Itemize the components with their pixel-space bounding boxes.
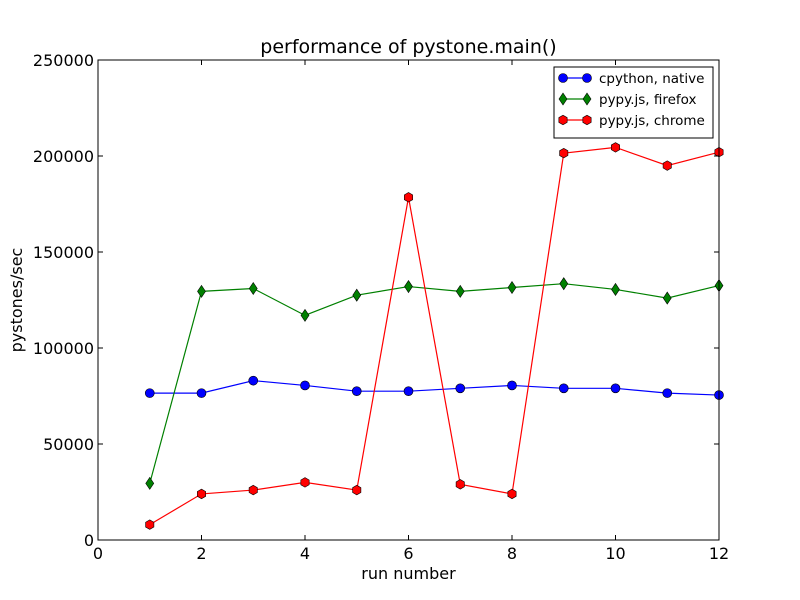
data-point xyxy=(145,519,155,530)
series-line xyxy=(149,380,720,396)
y-tick-label: 250000 xyxy=(33,51,94,70)
data-point xyxy=(507,380,517,391)
x-tick-label: 0 xyxy=(93,544,103,563)
data-point xyxy=(196,388,207,398)
data-point xyxy=(351,386,362,397)
data-point xyxy=(559,277,569,291)
data-point xyxy=(352,288,362,302)
data-point xyxy=(611,142,620,153)
series-3 xyxy=(145,142,724,530)
legend: cpython, native pypy.js, firefox pypy.js, … xyxy=(553,66,714,139)
series-2 xyxy=(145,277,724,490)
data-point xyxy=(662,160,672,171)
plot-area xyxy=(144,142,724,530)
data-point xyxy=(300,308,310,322)
data-point xyxy=(300,380,310,391)
data-point xyxy=(248,281,258,296)
data-point xyxy=(455,479,465,490)
chart-title: performance of pystone.main() xyxy=(260,36,556,58)
data-point xyxy=(248,375,259,386)
legend-label: pypy.js, firefox xyxy=(599,92,697,108)
legend-label: cpython, native xyxy=(599,71,704,87)
y-tick-label: 0 xyxy=(84,531,94,550)
y-tick-label: 150000 xyxy=(33,243,94,262)
data-point xyxy=(404,280,413,294)
legend-marker xyxy=(582,92,592,106)
data-point xyxy=(455,284,465,298)
x-tick-label: 4 xyxy=(300,544,310,563)
x-axis-title: run number xyxy=(361,564,456,583)
legend-box xyxy=(553,66,714,139)
y-tick-label: 50000 xyxy=(43,435,94,454)
data-point xyxy=(507,280,517,295)
legend-marker xyxy=(558,73,568,83)
series-line xyxy=(149,283,720,484)
data-point xyxy=(662,291,672,305)
x-tick-label: 2 xyxy=(196,544,206,563)
data-point xyxy=(300,477,310,488)
x-tick-label: 8 xyxy=(507,544,517,563)
data-point xyxy=(197,284,206,298)
series-line xyxy=(149,146,720,526)
legend-marker xyxy=(582,114,592,126)
data-point xyxy=(352,484,362,496)
data-point xyxy=(559,147,569,159)
y-tick-label: 100000 xyxy=(33,339,94,358)
data-point xyxy=(455,383,466,394)
x-tick-label: 10 xyxy=(605,544,625,563)
data-point xyxy=(610,383,621,394)
data-point xyxy=(558,383,569,394)
series-1 xyxy=(144,375,724,400)
data-point xyxy=(404,192,413,203)
data-point xyxy=(662,388,673,398)
data-point xyxy=(403,386,414,397)
y-axis-title: pystones/sec xyxy=(7,248,26,353)
legend-marker xyxy=(558,92,568,106)
data-point xyxy=(248,484,258,496)
y-tick-label: 200000 xyxy=(33,147,94,166)
x-tick-label: 6 xyxy=(403,544,413,563)
data-point xyxy=(145,476,155,490)
data-point xyxy=(507,488,517,500)
data-point xyxy=(611,282,620,296)
legend-label: pypy.js, chrome xyxy=(599,113,705,129)
x-tick-label: 12 xyxy=(709,544,729,563)
data-point xyxy=(144,388,155,398)
axis-ticks: 0 2 4 6 8 10 12 0 50000 100000 150000 200000 250000 xyxy=(33,51,729,563)
data-point xyxy=(197,488,206,500)
legend-marker xyxy=(558,114,568,126)
legend-marker xyxy=(582,73,592,83)
